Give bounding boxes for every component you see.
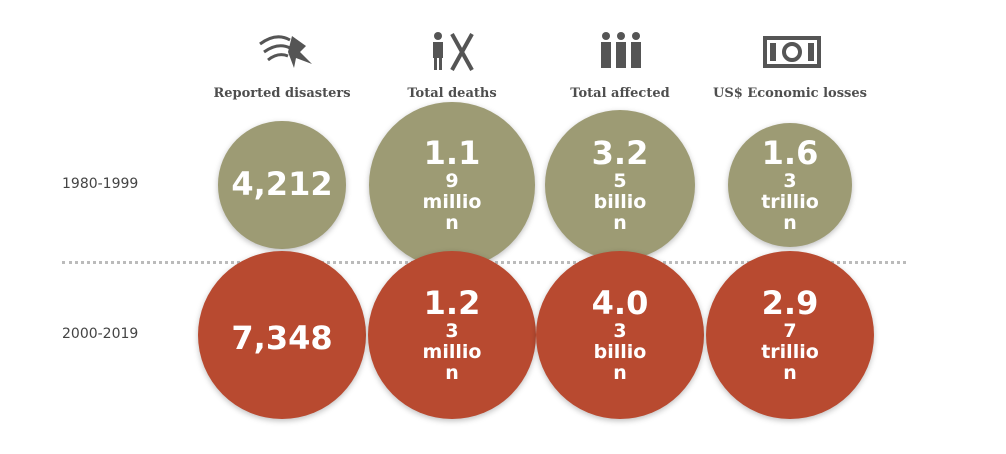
column-header: US$ Economic losses bbox=[713, 86, 867, 101]
bubble-label: 1.19 million bbox=[422, 134, 482, 235]
bubble: 1.19 million bbox=[369, 102, 535, 268]
bubble-label: 1.63 trillion bbox=[761, 134, 819, 235]
row-label: 2000-2019 bbox=[62, 326, 139, 342]
bubble: 1.63 trillion bbox=[727, 122, 853, 248]
column-header: Total affected bbox=[570, 86, 670, 101]
bubble: 7,348 bbox=[198, 251, 366, 419]
row-label: 1980-1999 bbox=[62, 176, 139, 192]
bubble: 3.25 billion bbox=[544, 109, 696, 261]
icon-storm bbox=[259, 35, 312, 68]
icon-deaths bbox=[433, 32, 474, 71]
bubble-label: 1.23 million bbox=[422, 284, 482, 385]
bubble-label: 2.97 trillion bbox=[761, 284, 819, 385]
bubble-label: 4,212 bbox=[231, 165, 333, 204]
bubble-label: 3.25 billion bbox=[591, 134, 649, 235]
bubble-label: 4.03 billion bbox=[591, 284, 649, 385]
bubble-label: 7,348 bbox=[231, 318, 333, 357]
bubble: 1.23 million bbox=[368, 251, 536, 419]
bubble: 2.97 trillion bbox=[706, 251, 874, 419]
bubble: 4,212 bbox=[218, 121, 346, 249]
column-header: Reported disasters bbox=[213, 86, 351, 101]
column-header: Total deaths bbox=[407, 86, 497, 101]
bubble: 4.03 billion bbox=[536, 251, 704, 419]
icon-money bbox=[763, 36, 821, 68]
icon-affected bbox=[601, 32, 641, 68]
